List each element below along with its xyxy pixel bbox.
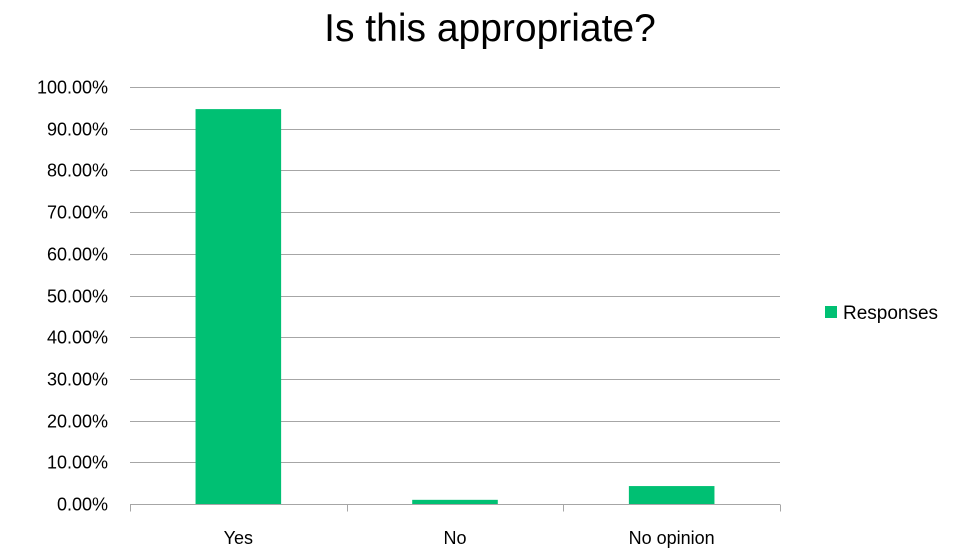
axes bbox=[130, 504, 781, 512]
y-tick-label: 80.00% bbox=[47, 161, 108, 181]
bar-yes bbox=[195, 109, 282, 504]
x-tick-label: Yes bbox=[224, 528, 253, 548]
bar-no bbox=[412, 499, 498, 504]
bar-no-opinion bbox=[628, 486, 715, 504]
y-tick-label: 40.00% bbox=[47, 328, 108, 348]
bars bbox=[195, 109, 715, 504]
legend-label-responses: Responses bbox=[843, 303, 938, 324]
legend: Responses bbox=[825, 303, 938, 324]
y-tick-label: 100.00% bbox=[37, 78, 108, 98]
x-tick-label: No bbox=[443, 528, 466, 548]
legend-swatch-responses bbox=[825, 306, 837, 318]
y-axis-tick-labels: 0.00% 10.00% 20.00% 30.00% 40.00% 50.00% 60.00… bbox=[37, 78, 108, 515]
chart-title: Is this appropriate? bbox=[324, 7, 656, 50]
y-tick-label: 60.00% bbox=[47, 245, 108, 265]
y-tick-label: 0.00% bbox=[57, 495, 108, 515]
y-tick-label: 70.00% bbox=[47, 203, 108, 223]
y-tick-label: 20.00% bbox=[47, 412, 108, 432]
x-axis-tick-labels: Yes No No opinion bbox=[224, 528, 715, 548]
y-tick-label: 50.00% bbox=[47, 287, 108, 307]
y-tick-label: 30.00% bbox=[47, 370, 108, 390]
x-tick-label: No opinion bbox=[629, 528, 715, 548]
y-tick-label: 10.00% bbox=[47, 453, 108, 473]
y-tick-label: 90.00% bbox=[47, 120, 108, 140]
